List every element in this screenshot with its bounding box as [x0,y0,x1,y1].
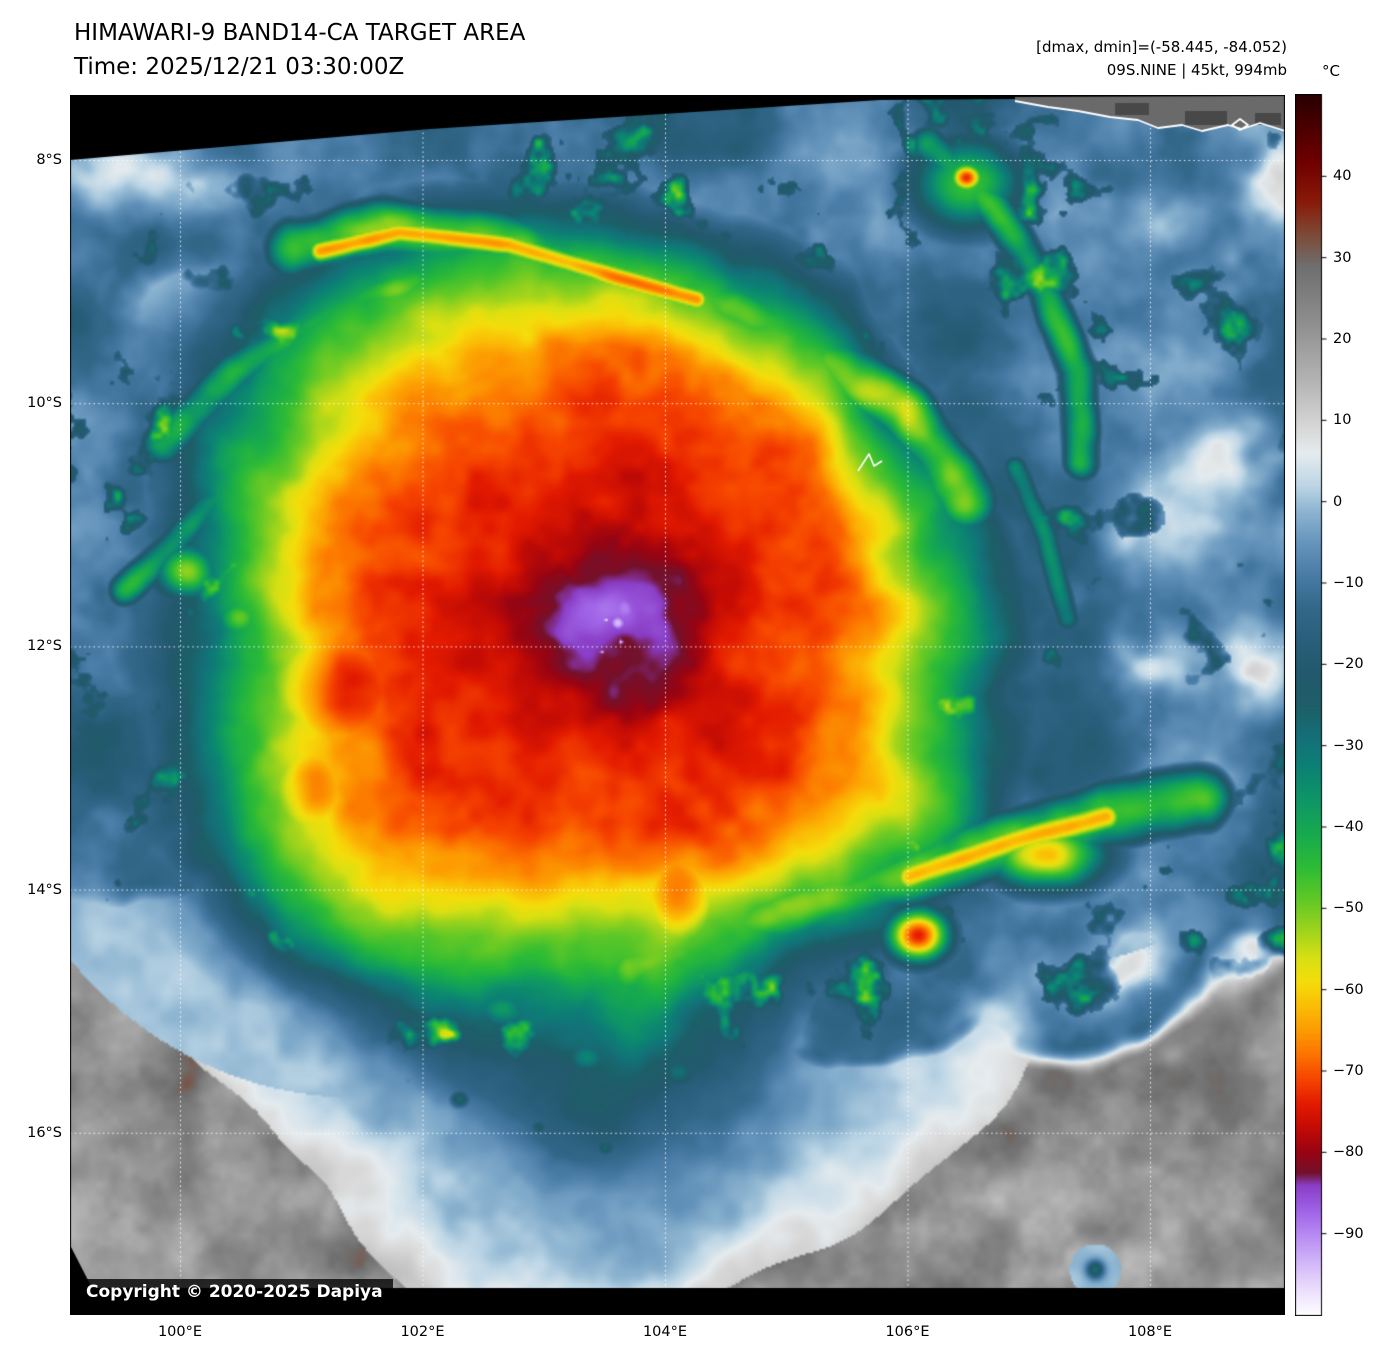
colorbar-tick-label: 40 [1333,168,1352,185]
lon-tick-label: 106°E [885,1324,930,1340]
lon-tick-label: 100°E [157,1324,203,1340]
copyright-label: Copyright © 2020-2025 Dapiya [76,1279,393,1305]
colorbar-tick-label: −60 [1333,981,1364,998]
storm-info-annotation: 09S.NINE | 45kt, 994mb [1106,61,1287,79]
colorbar-tick-label: −20 [1333,656,1364,673]
colorbar-tick-label: −70 [1333,1063,1364,1079]
colorbar-tick-label: −30 [1333,737,1364,754]
colorbar-unit-label: °C [1322,62,1340,80]
colorbar-tick-label: 20 [1333,331,1352,347]
figure-title: HIMAWARI-9 BAND14-CA TARGET AREA [74,20,526,46]
colorbar-tick-label: −40 [1333,819,1364,835]
colorbar-tick-label: 10 [1333,412,1352,429]
colorbar-tick-label: −90 [1333,1225,1364,1242]
lat-tick-label: 8°S [36,152,62,168]
lat-tick-label: 12°S [27,638,62,655]
lon-tick-label: 104°E [642,1324,688,1340]
colorbar-tick-label: −10 [1333,575,1364,591]
colorbar-tick-label: 30 [1333,249,1352,266]
lon-tick-label: 102°E [400,1324,445,1340]
lat-tick-label: 16°S [27,1124,62,1141]
figure-time: Time: 2025/12/21 03:30:00Z [74,54,405,80]
dmax-dmin-annotation: [dmax, dmin]=(-58.445, -84.052) [1036,38,1287,56]
colorbar-tick-label: −80 [1333,1144,1364,1161]
colorbar-tick-label: −50 [1333,900,1364,917]
lon-tick-label: 108°E [1127,1324,1173,1340]
lat-tick-label: 14°S [27,881,62,898]
colorbar-tick-label: 0 [1333,493,1343,510]
lat-tick-label: 10°S [27,395,62,412]
satellite-map-canvas [70,95,1285,1315]
colorbar-canvas [1295,94,1329,1316]
